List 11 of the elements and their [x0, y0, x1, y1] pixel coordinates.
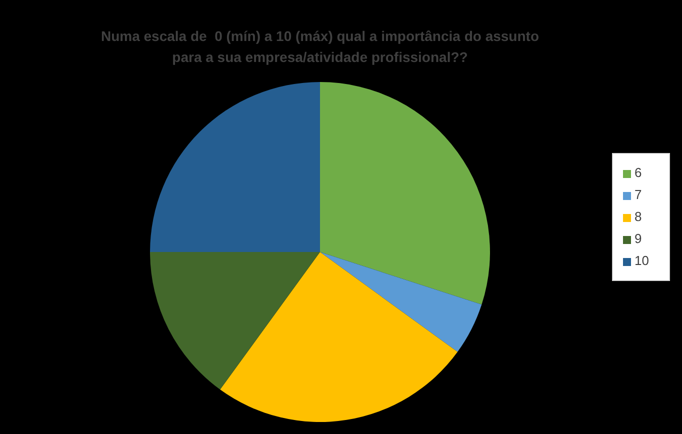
- legend-label: 6: [634, 165, 642, 180]
- legend-label: 10: [634, 253, 649, 268]
- pie-slice: [150, 82, 320, 252]
- legend-label: 9: [634, 231, 642, 246]
- pie-slice: [150, 252, 320, 390]
- pie-slice: [220, 252, 458, 422]
- chart-title: Numa escala de 0 (mín) a 10 (máx) qual a importância do assunto para a sua empresa/atividade profissional??: [100, 27, 540, 67]
- legend-label: 7: [634, 187, 642, 202]
- pie-slice: [320, 252, 482, 352]
- pie-slice: [320, 82, 490, 305]
- legend-label: 8: [634, 209, 642, 224]
